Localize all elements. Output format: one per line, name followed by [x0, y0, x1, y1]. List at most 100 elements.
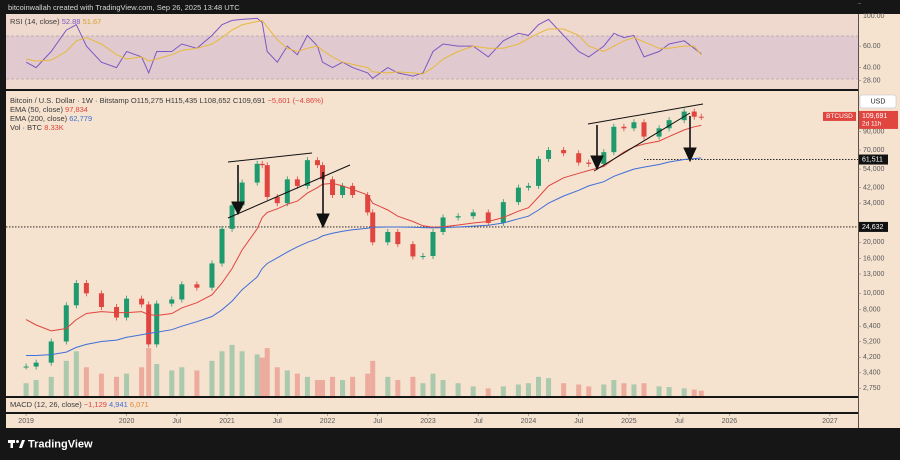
currency-button[interactable]	[859, 94, 897, 109]
volume-bar	[395, 380, 401, 396]
trendline	[227, 152, 313, 163]
volume-bar	[264, 348, 270, 396]
y-tick-label: 54,000	[863, 166, 885, 173]
volume-name: Vol · BTC	[10, 123, 43, 132]
candle	[314, 160, 320, 166]
candle	[139, 298, 145, 305]
volume-bar	[500, 386, 506, 396]
volume-bar	[239, 351, 245, 396]
symbol-tag-label: BTCUSD	[826, 113, 853, 120]
y-tick-label: 8,000	[863, 307, 881, 314]
currency[interactable]: USD	[871, 98, 886, 105]
y-tick-label: 28.00	[863, 77, 881, 84]
arrow-head	[590, 155, 604, 171]
volume-bar	[370, 360, 376, 396]
volume-bar	[219, 351, 225, 396]
volume-bar	[83, 367, 89, 396]
volume-bar	[576, 384, 582, 396]
volume-bar	[430, 373, 436, 396]
line-series	[25, 19, 702, 75]
volume-bar	[98, 373, 104, 396]
candle	[194, 284, 200, 288]
volume-bar	[691, 389, 697, 396]
candle	[410, 244, 416, 257]
candle	[525, 185, 531, 188]
volume-bar	[470, 386, 476, 396]
candle	[395, 231, 401, 245]
candle	[641, 122, 647, 137]
volume-bar	[33, 380, 39, 396]
volume-bar	[631, 384, 637, 396]
ema200-name: EMA (200, close)	[10, 114, 68, 123]
candle	[154, 303, 160, 345]
candle	[48, 341, 54, 363]
y-tick-label: 5,200	[863, 338, 881, 345]
x-tick-label: Jul	[474, 418, 483, 425]
volume-bar	[601, 384, 607, 396]
candle	[485, 212, 491, 223]
candle	[385, 231, 391, 243]
x-tick-label: 2025	[621, 418, 637, 425]
volume-bar	[666, 387, 672, 396]
x-tick-label: 2026	[722, 418, 738, 425]
candle	[219, 228, 225, 264]
volume-bar	[169, 370, 175, 396]
ema200-value: 62,779	[69, 114, 92, 123]
line-series	[26, 157, 702, 356]
x-tick-label: Jul	[675, 418, 684, 425]
y-tick-label: 13,000	[863, 271, 885, 278]
candle	[259, 163, 265, 166]
y-tick-label: 6,400	[863, 323, 881, 330]
y-tick-label: 70,000	[863, 147, 885, 154]
candle	[430, 231, 436, 256]
x-tick-label: Jul	[574, 418, 583, 425]
x-tick-label: 2021	[219, 418, 235, 425]
candle	[455, 216, 461, 218]
volume-bar	[179, 367, 185, 396]
y-tick-label: 60.00	[863, 43, 881, 50]
volume-bar	[698, 390, 704, 396]
x-tick-label: Jul	[172, 418, 181, 425]
volume-bar	[385, 376, 391, 396]
logo-mark	[16, 440, 19, 443]
y-tick-label: 3,400	[863, 370, 881, 377]
candle	[601, 152, 607, 164]
candle	[124, 298, 130, 318]
candle	[611, 126, 617, 153]
macd-legend: MACD (12, 26, close) −1,129 4,941 6,071	[10, 400, 149, 409]
ema50-value: 97,834	[65, 105, 88, 114]
candle	[274, 196, 280, 204]
y-tick-label: 90,000	[863, 128, 885, 135]
candle	[536, 158, 541, 186]
rsi-title: RSI (14, close) 52.88 51.67	[10, 17, 101, 26]
level-label: 24,632	[862, 224, 884, 231]
volume-bar	[63, 360, 69, 396]
x-tick-label: Jul	[373, 418, 382, 425]
rsi-value: 52.88	[62, 17, 81, 26]
volume-bar	[209, 360, 215, 396]
candle	[666, 120, 672, 129]
candle	[254, 163, 260, 183]
macd-value: 4,941	[109, 400, 128, 409]
volume-bar	[229, 344, 235, 396]
candle	[586, 162, 592, 164]
volume-bar	[485, 388, 491, 396]
volume-bar	[154, 364, 160, 396]
macd-pane	[6, 398, 858, 412]
ema50-legend: EMA (50, close) 97,834	[10, 105, 88, 114]
volume-bar	[314, 380, 320, 396]
trendline	[587, 103, 704, 125]
volume-legend: Vol · BTC 8.33K	[10, 123, 64, 132]
logo-mark	[19, 440, 25, 448]
price-axis	[859, 14, 900, 428]
candle	[304, 160, 310, 186]
level-tag	[859, 154, 888, 165]
volume-bar	[440, 380, 446, 396]
y-tick-label: 42,000	[863, 184, 885, 191]
trendline	[593, 112, 691, 172]
logo: TradingView	[8, 438, 93, 450]
volume-bar	[73, 351, 79, 396]
close: C109,691	[233, 96, 266, 105]
x-tick-label: Jul	[273, 418, 282, 425]
volume-bar	[611, 380, 617, 396]
